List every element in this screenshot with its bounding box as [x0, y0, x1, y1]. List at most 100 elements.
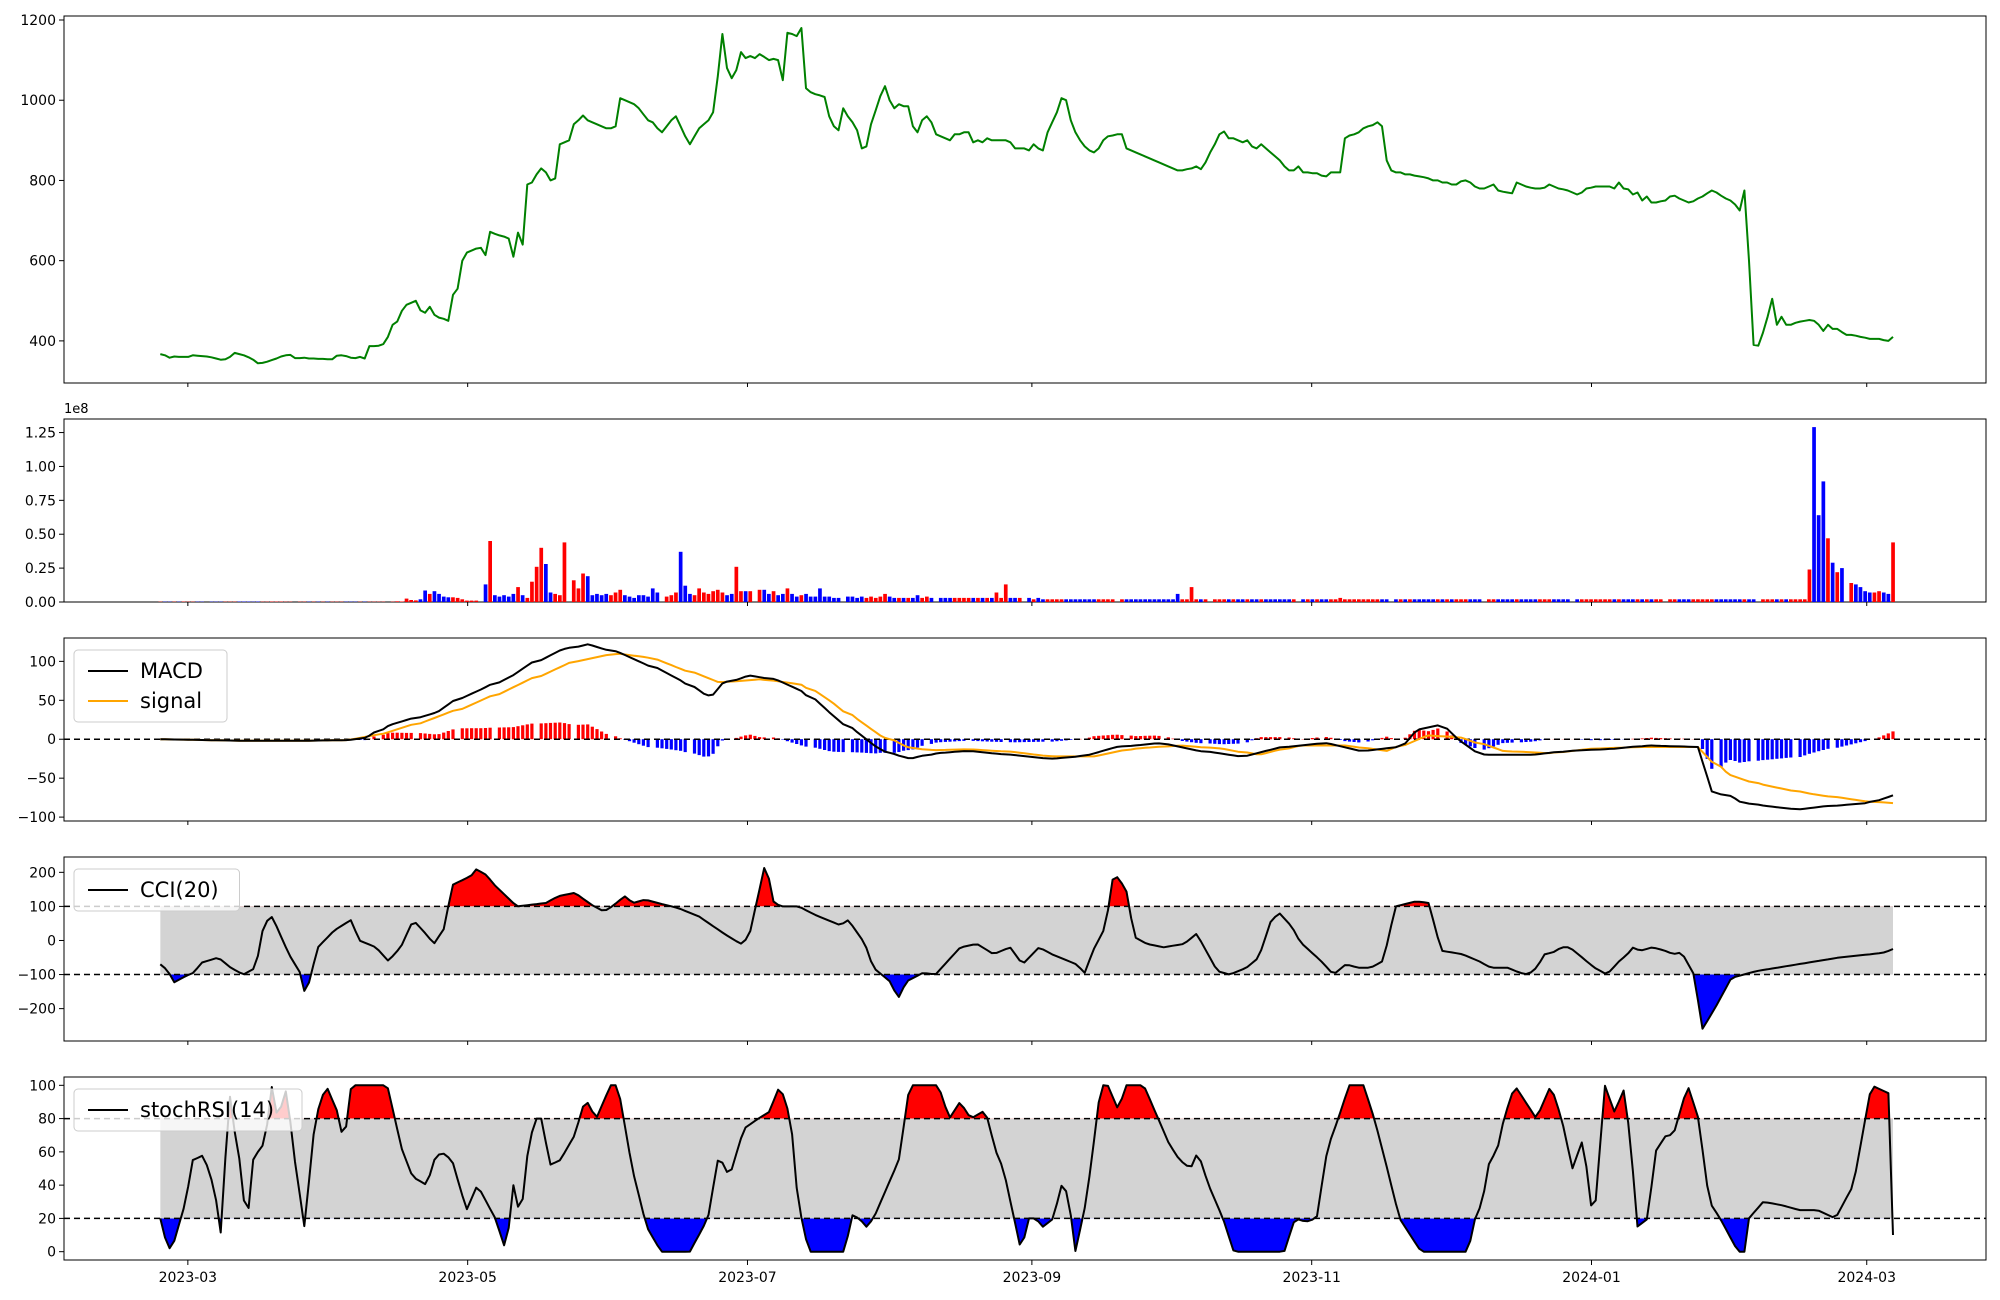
macd-hist-bar: [674, 739, 678, 751]
volume-bar: [1584, 599, 1589, 602]
x-tick-label: 2023-07: [718, 1270, 777, 1286]
x-axis: 2023-03 2023-05 2023-07 2023-09 2023-11 2024-…: [159, 1260, 1896, 1286]
macd-hist-bar: [832, 739, 836, 752]
macd-hist-bar: [1700, 739, 1705, 749]
macd-histogram: [349, 722, 1895, 769]
macd-hist-bar: [1185, 739, 1189, 742]
macd-hist-bar: [706, 739, 711, 757]
macd-hist-bar: [906, 739, 910, 751]
volume-bar: [901, 597, 906, 602]
volume-bar: [1240, 599, 1245, 602]
volume-bar: [1487, 599, 1491, 602]
volume-bar: [799, 595, 804, 602]
y-tick-label: 0.00: [25, 595, 56, 611]
macd-hist-bar: [1050, 739, 1054, 742]
volume-bar: [948, 597, 952, 602]
volume-bar: [790, 593, 794, 602]
volume-bar: [1654, 599, 1658, 602]
volume-bar: [1301, 599, 1305, 602]
volume-bar: [1705, 599, 1710, 602]
volume-bar: [1254, 599, 1259, 602]
macd-hist-bar: [544, 723, 548, 740]
x-tick-label: 2023-03: [159, 1270, 218, 1286]
volume-bar: [544, 564, 548, 602]
volume-bar: [669, 595, 674, 602]
legend-label: stochRSI(14): [140, 1098, 274, 1122]
volume-bar: [604, 593, 609, 602]
macd-hist-bar: [716, 739, 720, 747]
volume-bar: [1394, 599, 1398, 602]
macd-hist-bar: [562, 723, 567, 740]
legend: stochRSI(14): [73, 1088, 303, 1132]
y-axis-offset-label: 1e8: [64, 402, 89, 417]
macd-hist-bar: [1027, 739, 1031, 742]
y-tick-label: 0: [47, 933, 56, 949]
macd-hist-bar: [1826, 739, 1830, 749]
macd-hist-bar: [1840, 739, 1844, 747]
macd-hist-bar: [1180, 739, 1184, 741]
macd-hist-bar: [1445, 731, 1449, 740]
macd-hist-bar: [1640, 738, 1644, 740]
macd-hist-bar: [553, 722, 557, 740]
macd-hist-bar: [1157, 735, 1161, 740]
volume-bar: [1542, 599, 1547, 602]
volume-bar: [1830, 562, 1835, 602]
macd-hist-bar: [470, 728, 474, 740]
y-tick-label: 400: [29, 334, 56, 350]
y-tick-label: 1000: [20, 93, 56, 109]
macd-hist-bar: [1152, 735, 1156, 740]
macd-hist-bar: [1115, 734, 1119, 740]
macd-hist-bar: [1329, 737, 1333, 740]
macd-hist-bar: [548, 722, 553, 740]
macd-hist-bar: [804, 739, 808, 747]
volume-bar: [1463, 599, 1468, 602]
macd-hist-bar: [1366, 739, 1370, 742]
volume-bar: [516, 587, 520, 602]
macd-hist-bar: [1770, 739, 1774, 760]
y-tick-label: −200: [18, 1002, 56, 1018]
volume-bar: [864, 597, 869, 602]
volume-bar: [1324, 599, 1329, 602]
macd-hist-bar: [627, 739, 632, 742]
volume-bar: [1143, 599, 1147, 602]
macd-hist-bar: [785, 739, 789, 742]
volume-bar: [688, 593, 692, 602]
volume-bar: [1291, 599, 1296, 602]
volume-bar: [887, 596, 892, 602]
macd-hist-bar: [953, 739, 957, 742]
y-tick-label: 0.25: [25, 561, 56, 577]
volume-bar: [618, 589, 623, 602]
volume-bar: [1863, 591, 1867, 602]
volume-bar: [1496, 599, 1500, 602]
macd-hist-bar: [985, 739, 989, 742]
volume-bar: [650, 588, 655, 602]
macd-hist-bar: [1464, 739, 1468, 745]
macd-hist-bar: [1166, 737, 1170, 740]
volume-bar: [1138, 599, 1143, 602]
volume-bar: [1435, 599, 1440, 602]
macd-hist-bar: [1134, 736, 1138, 740]
volume-bar: [1761, 599, 1765, 602]
macd-hist-bar: [1863, 739, 1867, 742]
macd-hist-bar: [395, 732, 399, 740]
macd-hist-bar: [641, 739, 645, 746]
fill-below: [160, 1218, 1893, 1252]
macd-hist-bar: [1728, 739, 1732, 760]
macd-hist-bar: [586, 724, 590, 740]
volume-bar: [520, 595, 525, 602]
macd-hist-bar: [971, 739, 975, 741]
macd-hist-bar: [720, 739, 724, 741]
macd-hist-bar: [1598, 739, 1602, 741]
volume-bar: [576, 588, 581, 602]
volume-bar: [664, 596, 669, 602]
macd-hist-bar: [1347, 739, 1352, 742]
volume-bar: [1120, 599, 1124, 602]
macd-hist-bar: [818, 739, 822, 749]
macd-hist-bar: [836, 739, 841, 752]
volume-bar: [1073, 599, 1078, 602]
volume-bar: [743, 591, 748, 602]
volume-bar: [980, 597, 985, 602]
y-tick-label: 40: [38, 1178, 56, 1194]
volume-bar: [1310, 599, 1315, 602]
volume-bar: [748, 591, 753, 602]
